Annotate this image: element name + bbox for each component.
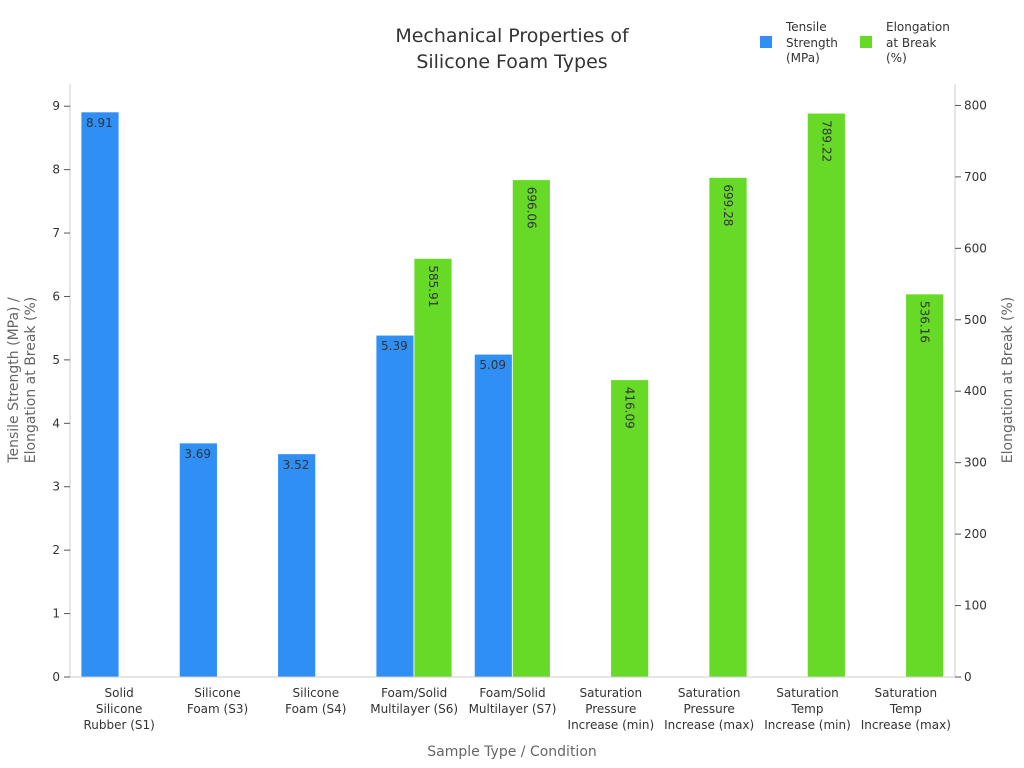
x-tick-label-4-0: Foam/Solid <box>479 686 545 700</box>
bar-label-tensile-2: 3.52 <box>283 458 310 472</box>
bar-elongation-5 <box>610 379 650 678</box>
legend-label-elongation-1: Elongation <box>886 20 950 34</box>
left-tick-label-6: 6 <box>52 289 60 303</box>
chart-title-line-2: Silicone Foam Types <box>416 51 607 73</box>
bar-tensile-1 <box>178 442 218 678</box>
bar-label-elongation-4: 696.06 <box>524 187 538 229</box>
x-tick-label-0-1: Silicone <box>96 702 143 716</box>
right-tick-label-300: 300 <box>964 456 987 470</box>
left-tick-label-8: 8 <box>52 163 60 177</box>
bar-label-tensile-1: 3.69 <box>184 447 211 461</box>
x-tick-label-8-2: Increase (max) <box>861 718 951 732</box>
bar-tensile-3 <box>375 334 415 678</box>
right-tick-label-200: 200 <box>964 527 987 541</box>
bar-tensile-0 <box>80 111 120 678</box>
bar-label-elongation-5: 416.09 <box>623 387 637 429</box>
x-tick-label-6-1: Pressure <box>684 702 735 716</box>
right-tick-label-500: 500 <box>964 313 987 327</box>
right-tick-label-100: 100 <box>964 599 987 613</box>
x-tick-label-7-0: Saturation <box>776 686 839 700</box>
bar-label-tensile-3: 5.39 <box>381 339 408 353</box>
bar-label-elongation-3: 585.91 <box>426 265 440 307</box>
legend-label-tensile-1: Tensile <box>785 20 827 34</box>
bar-label-elongation-8: 536.16 <box>918 301 932 343</box>
x-tick-label-0-2: Rubber (S1) <box>83 718 154 732</box>
left-tick-label-4: 4 <box>52 416 60 430</box>
x-tick-label-2-0: Silicone <box>293 686 340 700</box>
right-tick-label-0: 0 <box>964 670 972 684</box>
bar-elongation-6 <box>708 176 748 678</box>
left-tick-label-9: 9 <box>52 99 60 113</box>
bar-tensile-4 <box>473 353 513 678</box>
x-tick-label-3-1: Multilayer (S6) <box>370 702 458 716</box>
legend: Tensile Strength (MPa) Elongation at Bre… <box>760 20 950 65</box>
bar-elongation-3 <box>413 257 453 678</box>
x-tick-label-8-1: Temp <box>889 702 922 716</box>
right-tick-label-400: 400 <box>964 384 987 398</box>
x-tick-label-5-2: Increase (min) <box>568 718 655 732</box>
left-tick-label-5: 5 <box>52 353 60 367</box>
x-tick-label-6-2: Increase (max) <box>664 718 754 732</box>
left-axis-ticks: 0 1 2 3 4 5 6 7 8 9 <box>52 99 70 684</box>
x-tick-label-5-0: Saturation <box>580 686 643 700</box>
x-tick-label-3-0: Foam/Solid <box>381 686 447 700</box>
legend-swatch-tensile <box>760 36 772 48</box>
left-tick-label-3: 3 <box>52 480 60 494</box>
bar-label-elongation-7: 789.22 <box>819 120 833 162</box>
bars <box>80 111 945 678</box>
x-tick-label-0-0: Solid <box>105 686 134 700</box>
legend-label-elongation-2: at Break <box>886 36 937 50</box>
x-tick-label-7-2: Increase (min) <box>764 718 851 732</box>
bar-elongation-7 <box>806 112 846 678</box>
y-axis-title-line-1: Tensile Strength (MPa) / <box>6 297 22 464</box>
chart-title-line-1: Mechanical Properties of <box>395 25 630 47</box>
legend-swatch-elongation <box>860 36 872 48</box>
bar-elongation-8 <box>905 293 945 678</box>
x-axis-title: Sample Type / Condition <box>427 744 597 760</box>
x-tick-label-4-1: Multilayer (S7) <box>469 702 557 716</box>
legend-label-tensile-3: (MPa) <box>786 51 820 65</box>
bar-label-tensile-4: 5.09 <box>479 358 506 372</box>
x-axis-tick-labels: Solid Silicone Rubber (S1) Silicone Foam (S3… <box>83 686 950 732</box>
left-tick-label-1: 1 <box>52 607 60 621</box>
right-tick-label-600: 600 <box>964 241 987 255</box>
y2-axis-title: Elongation at Break (%) <box>1000 297 1016 463</box>
bar-label-elongation-6: 699.28 <box>721 184 735 226</box>
x-tick-label-2-1: Foam (S4) <box>285 702 346 716</box>
y-axis-title-line-2: Elongation at Break (%) <box>23 297 39 463</box>
bar-elongation-4 <box>511 179 551 678</box>
right-tick-label-800: 800 <box>964 98 987 112</box>
x-tick-label-5-1: Pressure <box>585 702 636 716</box>
left-tick-label-2: 2 <box>52 543 60 557</box>
x-tick-label-7-1: Temp <box>791 702 824 716</box>
right-axis-ticks: 0 100 200 300 400 500 600 700 800 <box>955 98 987 684</box>
left-tick-label-7: 7 <box>52 226 60 240</box>
bar-label-tensile-0: 8.91 <box>86 116 113 130</box>
bar-tensile-2 <box>277 453 317 678</box>
legend-label-elongation-3: (%) <box>886 51 907 65</box>
x-tick-label-6-0: Saturation <box>678 686 741 700</box>
left-tick-label-0: 0 <box>52 670 60 684</box>
x-tick-label-8-0: Saturation <box>875 686 938 700</box>
right-tick-label-700: 700 <box>964 170 987 184</box>
x-tick-label-1-1: Foam (S3) <box>187 702 248 716</box>
legend-label-tensile-2: Strength <box>786 36 838 50</box>
bar-labels: 8.91 3.69 3.52 5.39 5.09 585.91 696.06 416.09 69… <box>86 116 932 472</box>
x-tick-label-1-0: Silicone <box>194 686 241 700</box>
